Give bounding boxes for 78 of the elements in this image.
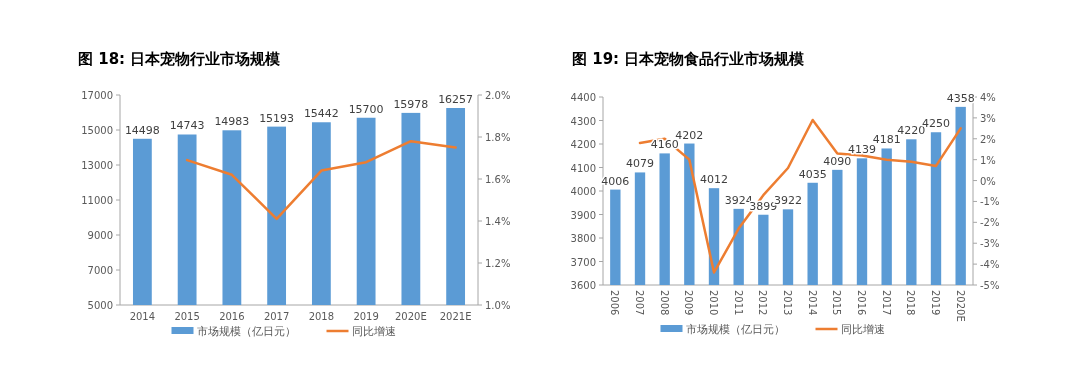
- x-tick-label: 2007: [634, 290, 645, 316]
- x-tick-label: 2019: [353, 311, 379, 322]
- data-label: 16257: [438, 93, 474, 106]
- x-tick-label: 2018: [905, 290, 917, 316]
- x-tick-label: 2016: [856, 290, 867, 316]
- y-tick-label: 3900: [570, 209, 596, 221]
- y2-tick-label: 2.0%: [485, 90, 511, 101]
- y2-tick-label: -5%: [980, 280, 1000, 291]
- data-label: 4220: [897, 124, 926, 138]
- x-tick-label: 2009: [683, 290, 695, 316]
- x-tick-label: 2013: [782, 290, 793, 316]
- x-tick-label: 2016: [219, 311, 245, 322]
- data-label: 4079: [626, 157, 654, 171]
- legend-label: 市场规模（亿日元）: [196, 325, 296, 338]
- y-tick-label: 3700: [570, 256, 596, 268]
- y-tick-label: 4200: [570, 139, 596, 150]
- y2-tick-label: 4%: [980, 92, 996, 103]
- y2-tick-label: 1.2%: [485, 258, 511, 269]
- y2-tick-label: -1%: [980, 196, 1000, 208]
- y-tick-label: 11000: [81, 195, 113, 206]
- data-label: 15978: [393, 97, 429, 111]
- y-tick-label: 4300: [570, 115, 596, 127]
- data-label: 14983: [214, 115, 250, 129]
- data-label: 4006: [601, 174, 630, 188]
- data-label: 15442: [303, 107, 339, 121]
- x-tick-label: 2015: [831, 290, 843, 316]
- x-tick-label: 2017: [263, 311, 290, 322]
- y-tick-label: 9000: [87, 230, 113, 241]
- y2-tick-label: -2%: [980, 217, 1000, 229]
- x-tick-label: 2020E: [954, 290, 966, 322]
- y2-tick-label: 0%: [980, 175, 996, 187]
- data-label: 14743: [169, 119, 205, 133]
- data-label: 4012: [700, 173, 728, 187]
- x-tick-label: 2021E: [439, 311, 472, 322]
- y-tick-label: 3600: [570, 280, 596, 291]
- x-tick-label: 2010: [708, 290, 719, 316]
- y2-tick-label: 1.0%: [485, 300, 511, 311]
- y-tick-label: 4000: [570, 186, 596, 197]
- legend-label: 市场规模（亿日元）: [685, 323, 785, 336]
- x-tick-label: 2017: [880, 290, 892, 316]
- chart-title: 图 19: 日本宠物食品行业市场规模: [572, 50, 806, 68]
- x-tick-label: 2014: [806, 290, 818, 316]
- data-label: 15193: [259, 111, 295, 125]
- data-label: 14498: [124, 123, 160, 137]
- y2-tick-label: 1.8%: [485, 132, 511, 143]
- y2-tick-label: -4%: [980, 259, 1000, 271]
- data-label: 15700: [348, 102, 384, 116]
- y2-tick-label: 1.4%: [485, 216, 511, 227]
- y-tick-label: 7000: [87, 265, 113, 276]
- y2-tick-label: 1%: [980, 154, 996, 166]
- line-series: [185, 139, 457, 221]
- y2-tick-label: -3%: [980, 238, 1000, 250]
- y2-tick-label: 2%: [980, 133, 996, 145]
- y-tick-label: 15000: [81, 125, 113, 136]
- y-tick-label: 4400: [570, 92, 596, 103]
- legend-label: 同比增速: [840, 323, 885, 336]
- y2-tick-label: 3%: [980, 112, 996, 124]
- data-label: 4139: [848, 143, 876, 157]
- y2-tick-label: 1.6%: [485, 174, 511, 185]
- x-tick-label: 2019: [930, 290, 941, 316]
- data-label: 4035: [798, 167, 827, 181]
- data-label: 4090: [823, 154, 852, 168]
- y-tick-label: 17000: [81, 90, 113, 101]
- legend-label: 同比增速: [351, 325, 396, 338]
- chart-title: 图 18: 日本宠物行业市场规模: [78, 50, 282, 68]
- y-tick-label: 3800: [570, 233, 596, 244]
- x-tick-label: 2008: [658, 290, 670, 316]
- y-tick-label: 5000: [87, 300, 113, 311]
- x-tick-label: 2006: [609, 290, 621, 316]
- y-tick-label: 4100: [570, 162, 596, 174]
- x-tick-label: 2015: [174, 311, 200, 322]
- data-label: 4358: [946, 91, 975, 105]
- x-tick-label: 2014: [129, 311, 156, 322]
- x-tick-label: 2020E: [394, 311, 427, 322]
- x-tick-label: 2018: [308, 311, 335, 322]
- x-tick-label: 2011: [732, 290, 744, 316]
- y-tick-label: 13000: [81, 160, 113, 171]
- x-tick-label: 2012: [757, 290, 769, 316]
